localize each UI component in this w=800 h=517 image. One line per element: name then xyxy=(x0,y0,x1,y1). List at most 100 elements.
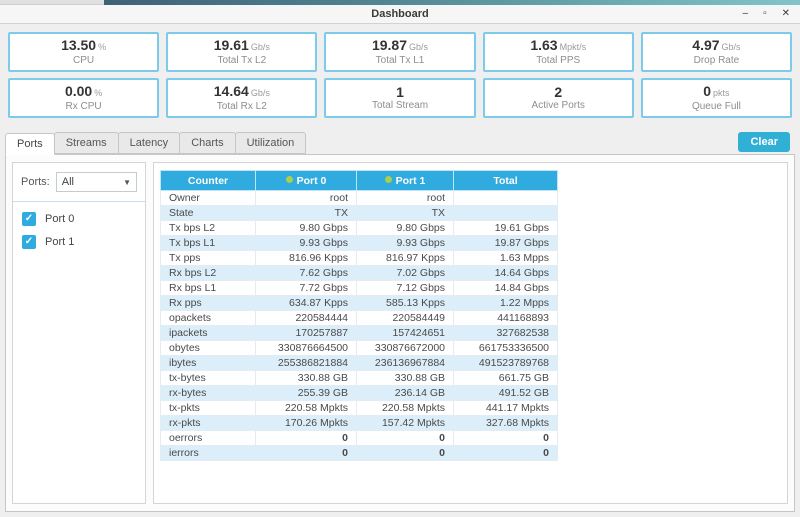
table-row: ipackets 170257887 157424651 327682538 xyxy=(160,325,558,341)
stat-card-total-tx-l1: 19.87 Gb/s Total Tx L1 xyxy=(324,32,476,72)
counter-name-cell: State xyxy=(160,205,256,221)
total-value-cell: 0 xyxy=(453,430,558,446)
stat-card-rx-cpu: 0.00% Rx CPU xyxy=(8,78,160,118)
stat-card-active-ports: 2 Active Ports xyxy=(482,78,634,118)
total-value-cell: 661.75 GB xyxy=(453,370,558,386)
table-row: Rx bps L2 7.62 Gbps 7.02 Gbps 14.64 Gbps xyxy=(160,265,558,281)
stat-card-total-rx-l2: 14.64 Gb/s Total Rx L2 xyxy=(166,78,318,118)
close-button[interactable]: ✕ xyxy=(781,8,790,19)
port0-value-cell: 170.26 Mpkts xyxy=(255,415,357,431)
stat-value: 1.63 Mpkt/s xyxy=(530,36,587,53)
stat-label: Total Rx L2 xyxy=(216,100,267,112)
port1-value-cell: 7.12 Gbps xyxy=(356,280,454,296)
port1-value-cell: 816.97 Kpps xyxy=(356,250,454,266)
table-row: tx-pkts 220.58 Mpkts 220.58 Mpkts 441.17 Mp… xyxy=(160,400,558,416)
stat-label: Total Tx L2 xyxy=(217,54,267,66)
port1-value-cell: 585.13 Kpps xyxy=(356,295,454,311)
port0-value-cell: 255.39 GB xyxy=(255,385,357,401)
total-value-cell xyxy=(453,190,558,206)
port0-value-cell: 255386821884 xyxy=(255,355,357,371)
stat-unit: Mpkt/s xyxy=(559,41,587,52)
port0-value-cell: 170257887 xyxy=(255,325,357,341)
ports-sidebar: Ports: All ▼ ✓ Port 0 ✓ Port 1 xyxy=(12,162,146,504)
tab-charts[interactable]: Charts xyxy=(179,132,236,154)
port1-value-cell: 330876672000 xyxy=(356,340,454,356)
counter-name-cell: ibytes xyxy=(160,355,256,371)
port1-value-cell: 0 xyxy=(356,445,454,461)
stat-label: Rx CPU xyxy=(65,100,102,112)
port0-value-cell: 330.88 GB xyxy=(255,370,357,386)
port1-value-cell: 220584449 xyxy=(356,310,454,326)
titlebar[interactable]: Dashboard – ▫ ✕ xyxy=(0,5,800,24)
total-value-cell: 14.64 Gbps xyxy=(453,265,558,281)
counters-table-header-row: Counter Port 0 Port 1 Total xyxy=(160,170,558,191)
port-status-dot-icon xyxy=(384,175,392,183)
window-controls: – ▫ ✕ xyxy=(743,5,791,23)
counters-table: Counter Port 0 Port 1 Total Owner root root St… xyxy=(160,170,558,461)
counter-name-cell: tx-bytes xyxy=(160,370,256,386)
counter-name-cell: obytes xyxy=(160,340,256,356)
table-row: Owner root root xyxy=(160,190,558,206)
clear-button[interactable]: Clear xyxy=(738,132,790,152)
column-header-port-0: Port 0 xyxy=(255,170,357,191)
port-checkbox-item-port-0[interactable]: ✓ Port 0 xyxy=(22,212,136,226)
tab-utilization[interactable]: Utilization xyxy=(234,132,307,154)
total-value-cell: 661753336500 xyxy=(453,340,558,356)
top-strip-grey xyxy=(0,0,104,5)
counters-content: Counter Port 0 Port 1 Total Owner root root St… xyxy=(153,162,788,504)
stat-unit: Gb/s xyxy=(250,41,270,52)
stat-label: Total Stream xyxy=(371,99,429,111)
total-value-cell: 1.22 Mpps xyxy=(453,295,558,311)
counter-name-cell: oerrors xyxy=(160,430,256,446)
counter-name-cell: rx-bytes xyxy=(160,385,256,401)
checkbox-icon[interactable]: ✓ xyxy=(22,235,36,249)
port1-value-cell: 236136967884 xyxy=(356,355,454,371)
port0-value-cell: TX xyxy=(255,205,357,221)
stat-card-cpu: 13.50% CPU xyxy=(8,32,160,72)
stat-label: Active Ports xyxy=(531,99,585,111)
stat-value: 19.61 Gb/s xyxy=(213,36,270,53)
ports-filter-label: Ports: xyxy=(21,176,50,188)
top-strip-teal xyxy=(104,0,800,5)
port-item-label: Port 0 xyxy=(45,213,75,225)
ports-filter-select[interactable]: All ▼ xyxy=(55,172,137,192)
table-row: rx-pkts 170.26 Mpkts 157.42 Mpkts 327.68 Mp… xyxy=(160,415,558,431)
tab-streams[interactable]: Streams xyxy=(53,132,119,154)
stat-cards: 13.50% CPU 19.61 Gb/s Total Tx L2 19.87 Gb/s To… xyxy=(0,24,800,124)
total-value-cell: 1.63 Mpps xyxy=(453,250,558,266)
total-value-cell: 14.84 Gbps xyxy=(453,280,558,296)
stat-value: 0 pkts xyxy=(703,82,730,99)
stat-card-total-pps: 1.63 Mpkt/s Total PPS xyxy=(482,32,634,72)
port1-value-cell: root xyxy=(356,190,454,206)
ports-filter-selected-value: All xyxy=(61,176,74,188)
total-value-cell: 491.52 GB xyxy=(453,385,558,401)
stat-cards-row-2: 0.00% Rx CPU 14.64 Gb/s Total Rx L2 1 Total St… xyxy=(8,78,793,118)
tab-latency[interactable]: Latency xyxy=(117,132,181,154)
stat-value: 14.64 Gb/s xyxy=(213,82,270,99)
counter-name-cell: Tx pps xyxy=(160,250,256,266)
port0-value-cell: root xyxy=(255,190,357,206)
port0-value-cell: 7.72 Gbps xyxy=(255,280,357,296)
port0-value-cell: 9.80 Gbps xyxy=(255,220,357,236)
counter-name-cell: Tx bps L2 xyxy=(160,220,256,236)
maximize-button[interactable]: ▫ xyxy=(763,8,767,19)
minimize-button[interactable]: – xyxy=(742,8,749,19)
table-row: Tx pps 816.96 Kpps 816.97 Kpps 1.63 Mpps xyxy=(160,250,558,266)
checkbox-icon[interactable]: ✓ xyxy=(22,212,36,226)
counter-name-cell: rx-pkts xyxy=(160,415,256,431)
ports-filter-row: Ports: All ▼ xyxy=(13,163,145,202)
port1-value-cell: 220.58 Mpkts xyxy=(356,400,454,416)
port1-value-cell: 330.88 GB xyxy=(356,370,454,386)
stat-value: 4.97 Gb/s xyxy=(692,36,741,53)
port1-value-cell: 7.02 Gbps xyxy=(356,265,454,281)
stat-unit: Gb/s xyxy=(250,87,270,98)
port-checkbox-item-port-1[interactable]: ✓ Port 1 xyxy=(22,235,136,249)
table-row: Rx pps 634.87 Kpps 585.13 Kpps 1.22 Mpps xyxy=(160,295,558,311)
port0-value-cell: 0 xyxy=(255,430,357,446)
tab-ports[interactable]: Ports xyxy=(5,133,55,155)
port1-value-cell: TX xyxy=(356,205,454,221)
counter-name-cell: Tx bps L1 xyxy=(160,235,256,251)
stat-label: CPU xyxy=(73,54,95,66)
stat-unit: Gb/s xyxy=(409,41,429,52)
stat-card-queue-full: 0 pkts Queue Full xyxy=(640,78,793,118)
